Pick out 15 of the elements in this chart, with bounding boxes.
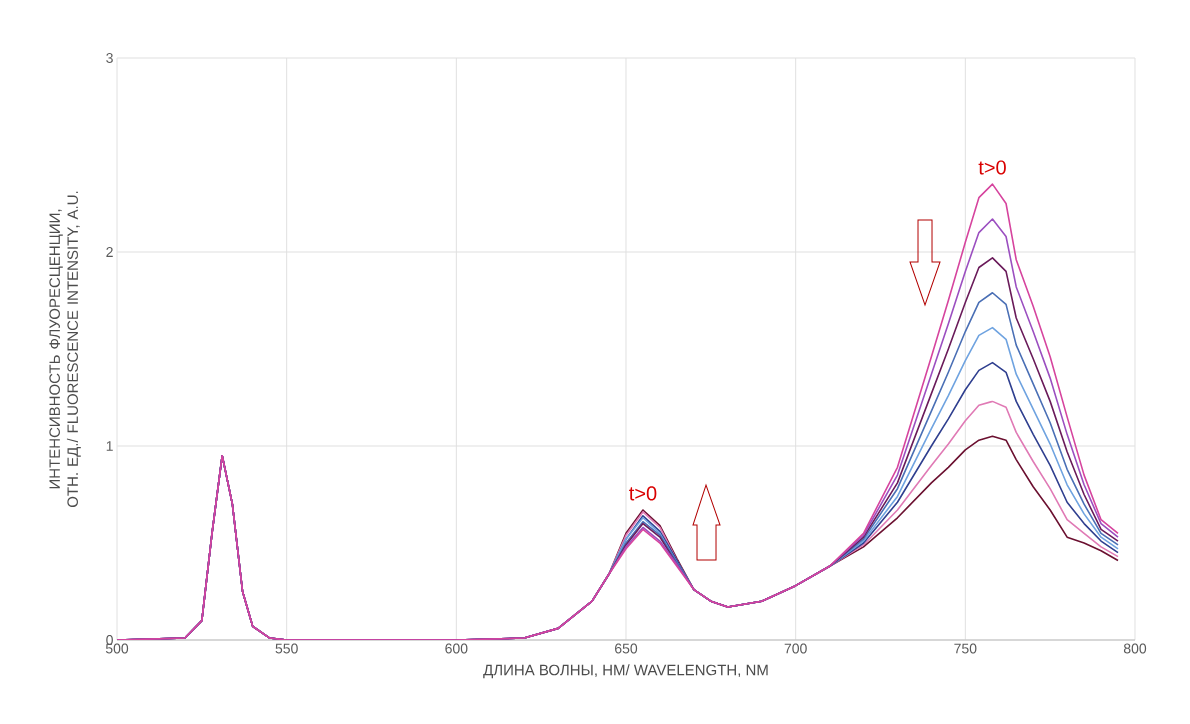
x-axis-title: ДЛИНА ВОЛНЫ, НМ/ WAVELENGTH, NM	[483, 664, 768, 679]
x-tick-label: 800	[1123, 643, 1147, 654]
x-tick-label: 500	[105, 643, 129, 654]
annotation: t>0	[629, 486, 657, 501]
x-tick-label: 700	[784, 643, 807, 654]
x-tick-label: 650	[615, 643, 638, 654]
annotation: t>0	[978, 160, 1006, 175]
y-tick-label: 2	[106, 247, 113, 257]
y-tick-label: 3	[106, 53, 113, 63]
y-tick-label: 0	[106, 635, 113, 645]
x-tick-label: 600	[445, 643, 468, 654]
x-tick-label: 750	[954, 643, 977, 654]
x-tick-label: 550	[275, 643, 298, 654]
y-tick-label: 1	[106, 441, 113, 451]
y-axis-title: ИНТЕНСИВНОСТЬ ФЛУОРЕСЦЕНЦИИ, ОТН. ЕД./ FLUORESCENCE INTENSITY, A.U.	[49, 191, 81, 508]
